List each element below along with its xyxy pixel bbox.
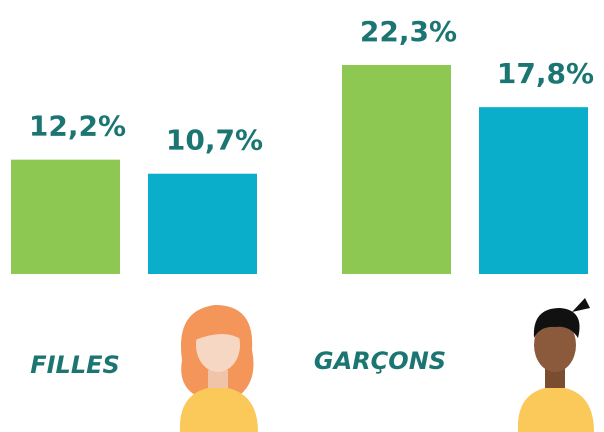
value-label: 10,7% xyxy=(166,124,263,157)
value-label: 22,3% xyxy=(360,15,457,48)
boy-avatar xyxy=(518,298,594,432)
category-label: FILLES xyxy=(30,351,120,379)
girl-avatar xyxy=(180,305,258,432)
bar xyxy=(342,65,451,274)
value-label: 17,8% xyxy=(497,57,594,90)
bar xyxy=(148,174,257,274)
category-label: GARÇONS xyxy=(314,347,446,375)
chart: FILLES 12,2% 10,7% GARÇONS 22,3% 17,8% xyxy=(0,0,604,432)
bar xyxy=(11,160,120,274)
value-label: 12,2% xyxy=(29,110,126,143)
bar xyxy=(479,107,588,274)
